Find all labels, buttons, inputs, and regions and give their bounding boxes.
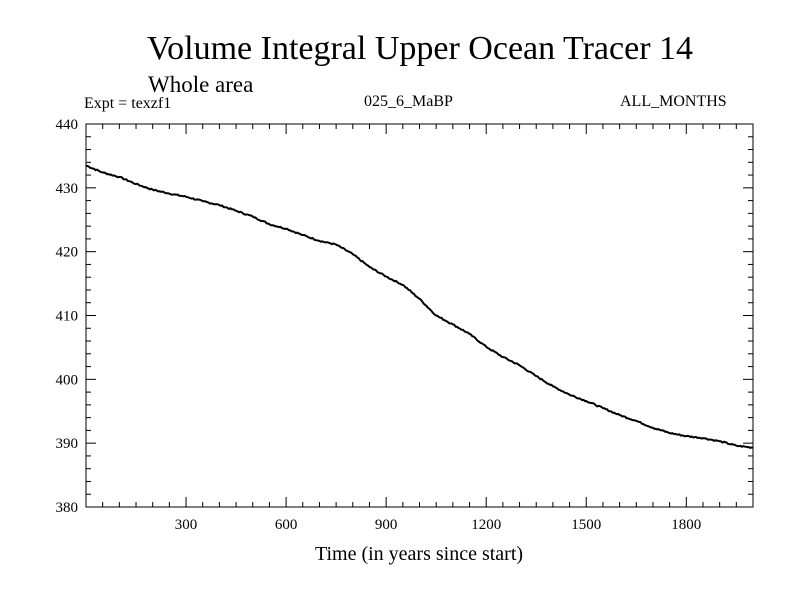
series-line (85, 164, 754, 449)
run-label: 025_6_MaBP (364, 93, 453, 110)
x-tick-label: 1200 (471, 517, 501, 533)
plot-frame (85, 123, 754, 508)
x-tick-label: 1800 (671, 517, 701, 533)
y-tick-label: 420 (56, 245, 79, 261)
x-tick-label: 600 (275, 517, 298, 533)
chart-subtitle: Whole area (148, 72, 254, 97)
y-tick-label: 410 (56, 309, 79, 325)
x-tick-label: 900 (375, 517, 398, 533)
y-tick-label: 380 (56, 500, 79, 516)
y-tick-label: 440 (56, 117, 79, 133)
y-tick-label: 430 (56, 181, 79, 197)
x-tick-label: 1500 (571, 517, 601, 533)
y-tick-label: 400 (56, 372, 79, 388)
axis-ticks (86, 123, 753, 508)
experiment-label: Expt = texzf1 (84, 95, 172, 112)
chart-title: Volume Integral Upper Ocean Tracer 14 (146, 30, 694, 67)
y-tick-label: 390 (56, 436, 79, 452)
x-axis-label: Time (in years since start) (315, 543, 523, 565)
x-tick-label: 300 (175, 517, 198, 533)
axis-tick-labels: 300 600 900 1200 1500 1800 380 390 400 410 420 430 4… (56, 117, 702, 533)
months-label: ALL_MONTHS (620, 93, 727, 110)
